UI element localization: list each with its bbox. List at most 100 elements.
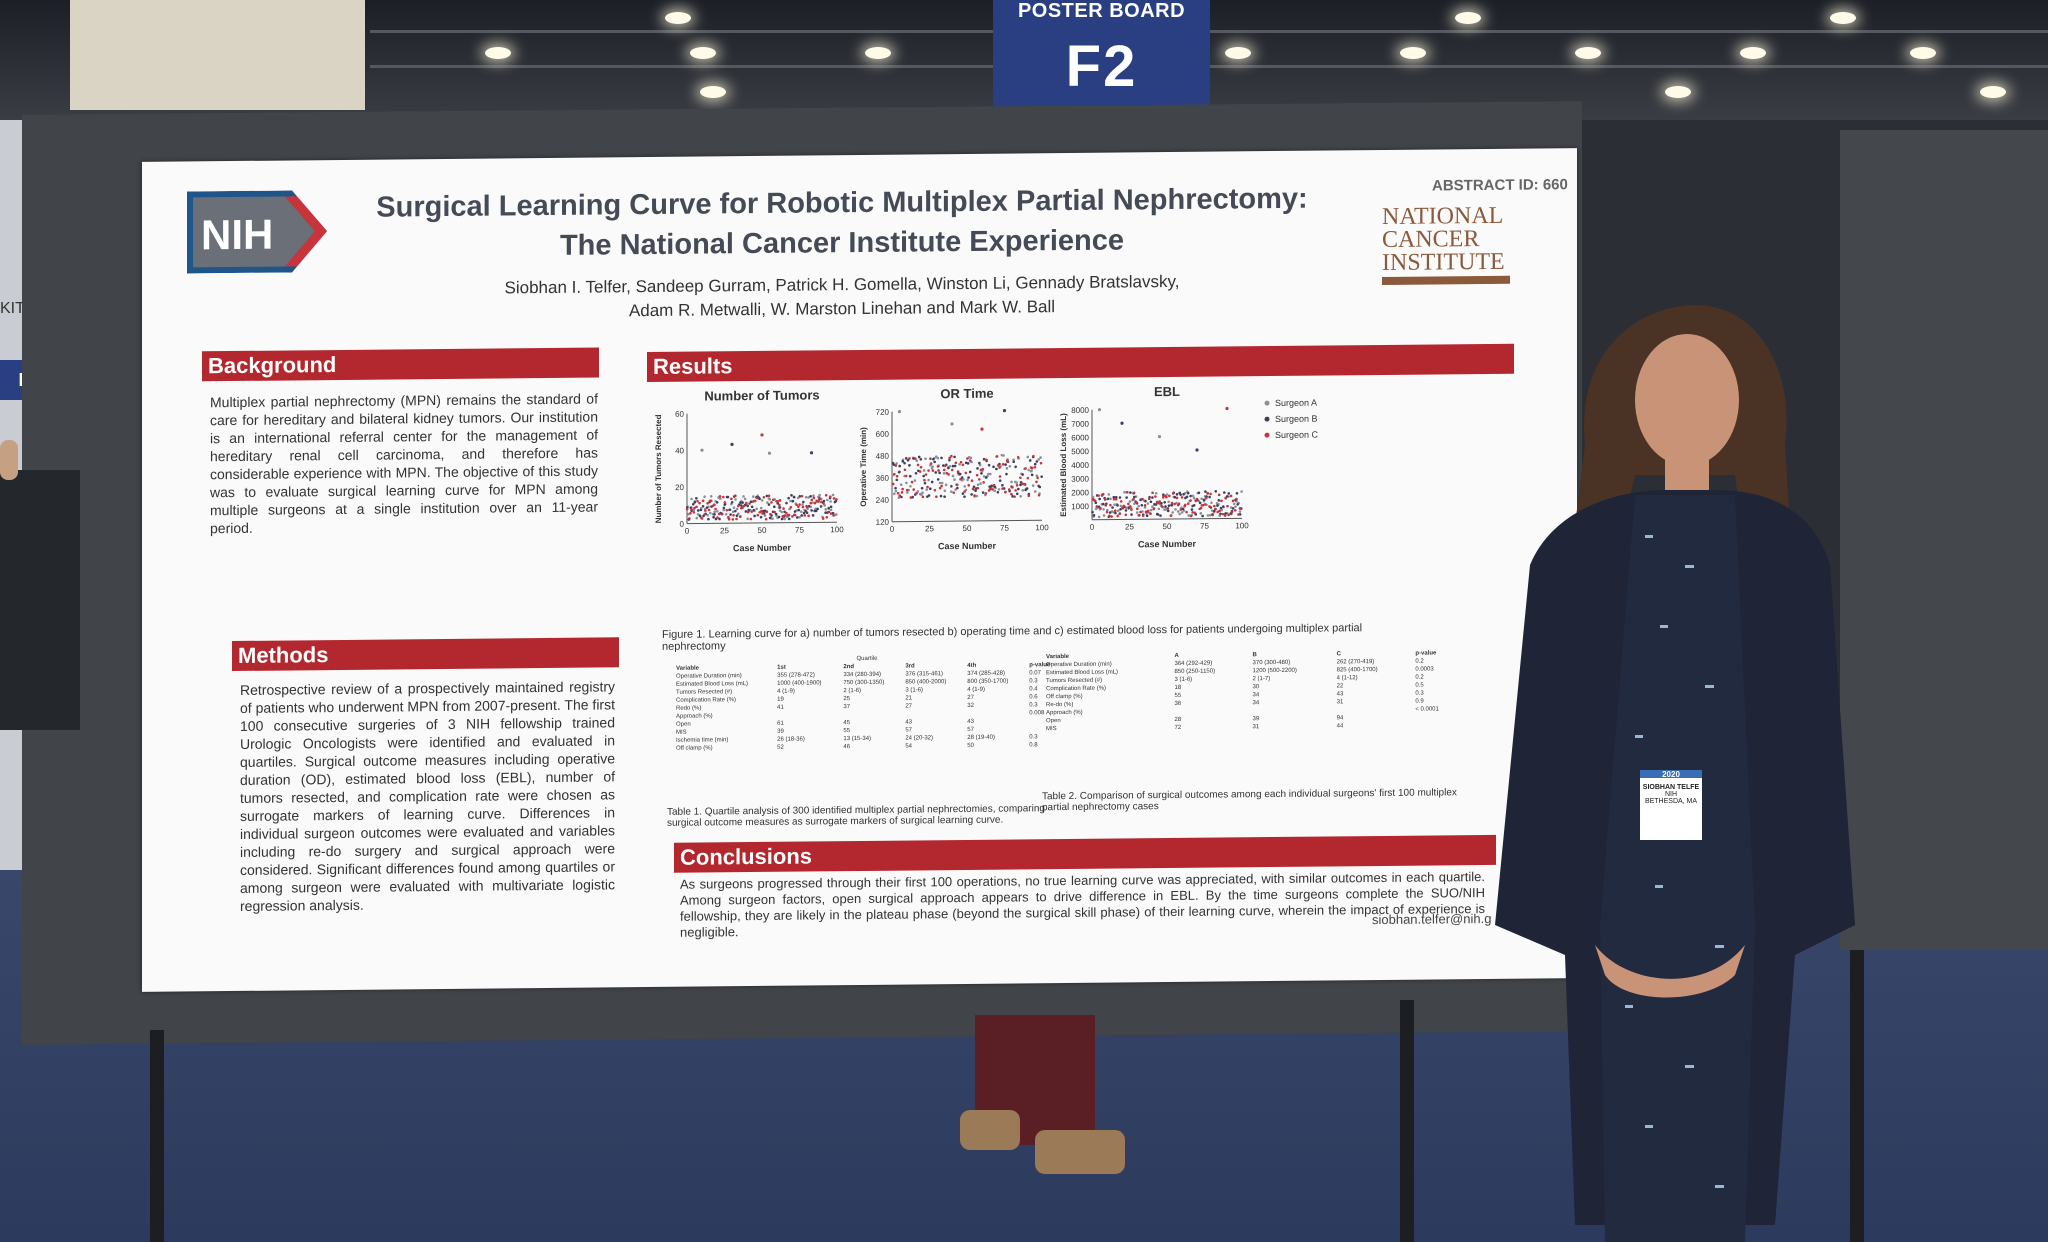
data-point <box>1135 507 1139 511</box>
table-cell: MIS <box>1046 726 1057 733</box>
data-point <box>752 495 755 498</box>
data-point <box>718 497 722 500</box>
data-point <box>929 457 932 461</box>
data-point <box>783 510 786 514</box>
data-point <box>929 462 933 465</box>
data-point <box>947 466 950 470</box>
data-point <box>912 488 915 491</box>
data-point <box>1141 497 1144 501</box>
data-point <box>1015 481 1019 484</box>
data-point <box>1092 513 1096 517</box>
data-point <box>1129 491 1132 494</box>
data-point <box>690 497 693 501</box>
data-point <box>696 509 700 512</box>
data-point <box>701 499 705 503</box>
data-point <box>787 517 791 521</box>
data-point <box>814 507 817 511</box>
y-tick-label: 120 <box>876 518 890 527</box>
data-point <box>1001 487 1004 490</box>
data-point <box>950 490 953 493</box>
badge-year: 2020 <box>1662 770 1680 779</box>
data-point <box>1005 467 1009 470</box>
data-point <box>961 492 965 495</box>
data-point <box>798 515 801 519</box>
data-point <box>1113 509 1117 512</box>
data-point <box>1189 499 1192 502</box>
data-point <box>1025 487 1029 490</box>
quartile-table: Quartile Variable 1st 2nd 3rd 4th p-value Opera… <box>672 653 1062 753</box>
data-point <box>1110 515 1113 518</box>
background-heading: Background <box>202 347 599 382</box>
data-point <box>945 471 949 475</box>
data-point <box>1039 461 1043 465</box>
data-point <box>916 463 920 467</box>
data-point <box>1193 511 1197 515</box>
data-point <box>982 457 986 461</box>
data-point <box>900 491 904 494</box>
data-point <box>1143 506 1147 509</box>
data-point <box>772 505 776 509</box>
data-point <box>781 515 784 518</box>
data-point <box>976 467 979 470</box>
data-point <box>1028 459 1032 462</box>
data-point <box>953 464 957 468</box>
data-point <box>919 465 923 469</box>
data-point <box>705 506 709 509</box>
y-tick-label: 7000 <box>1071 420 1089 429</box>
data-point <box>933 460 936 464</box>
data-point <box>776 502 780 505</box>
data-point <box>1225 495 1229 498</box>
data-point <box>1010 492 1013 496</box>
x-tick-label: 25 <box>1125 522 1134 531</box>
data-point <box>721 495 725 499</box>
data-point <box>1026 455 1030 459</box>
data-point <box>1128 500 1132 503</box>
chart-title: EBL <box>1154 384 1180 399</box>
badge-name: SIOBHAN TELFE <box>1642 784 1700 791</box>
data-point <box>1169 514 1173 517</box>
data-point <box>1160 502 1163 505</box>
data-point <box>924 457 927 461</box>
data-point <box>835 513 838 516</box>
data-point <box>797 505 800 509</box>
data-point <box>971 487 975 491</box>
data-point <box>1168 494 1171 498</box>
data-point <box>1001 463 1005 466</box>
data-point <box>1093 499 1097 503</box>
data-point <box>735 514 739 518</box>
data-point <box>768 498 772 501</box>
data-point <box>1185 495 1189 499</box>
data-point <box>1014 465 1018 469</box>
data-point <box>1141 514 1145 517</box>
data-point <box>1187 514 1190 517</box>
data-point <box>988 485 991 488</box>
data-point <box>787 496 790 500</box>
data-point <box>938 481 942 485</box>
pillar <box>70 0 365 110</box>
data-point <box>923 478 926 482</box>
data-point <box>718 517 721 521</box>
data-point <box>923 481 927 485</box>
y-axis-label: Operative Time (min) <box>859 427 868 507</box>
data-point <box>897 470 901 474</box>
data-point <box>759 515 763 519</box>
data-point <box>689 511 692 515</box>
data-point <box>950 484 953 488</box>
data-point <box>746 517 749 521</box>
data-point <box>731 518 735 521</box>
ceiling-light <box>1455 12 1481 24</box>
data-point <box>901 487 904 491</box>
legend-marker <box>1264 400 1270 406</box>
data-point <box>1224 512 1227 515</box>
data-point <box>1192 503 1196 507</box>
data-point <box>737 512 740 516</box>
data-point <box>1097 515 1101 519</box>
data-point <box>1223 491 1226 494</box>
data-point <box>1211 513 1215 517</box>
data-point <box>1219 512 1222 516</box>
data-point <box>958 463 961 466</box>
x-tick-label: 50 <box>1163 522 1172 531</box>
data-point <box>1123 490 1126 494</box>
